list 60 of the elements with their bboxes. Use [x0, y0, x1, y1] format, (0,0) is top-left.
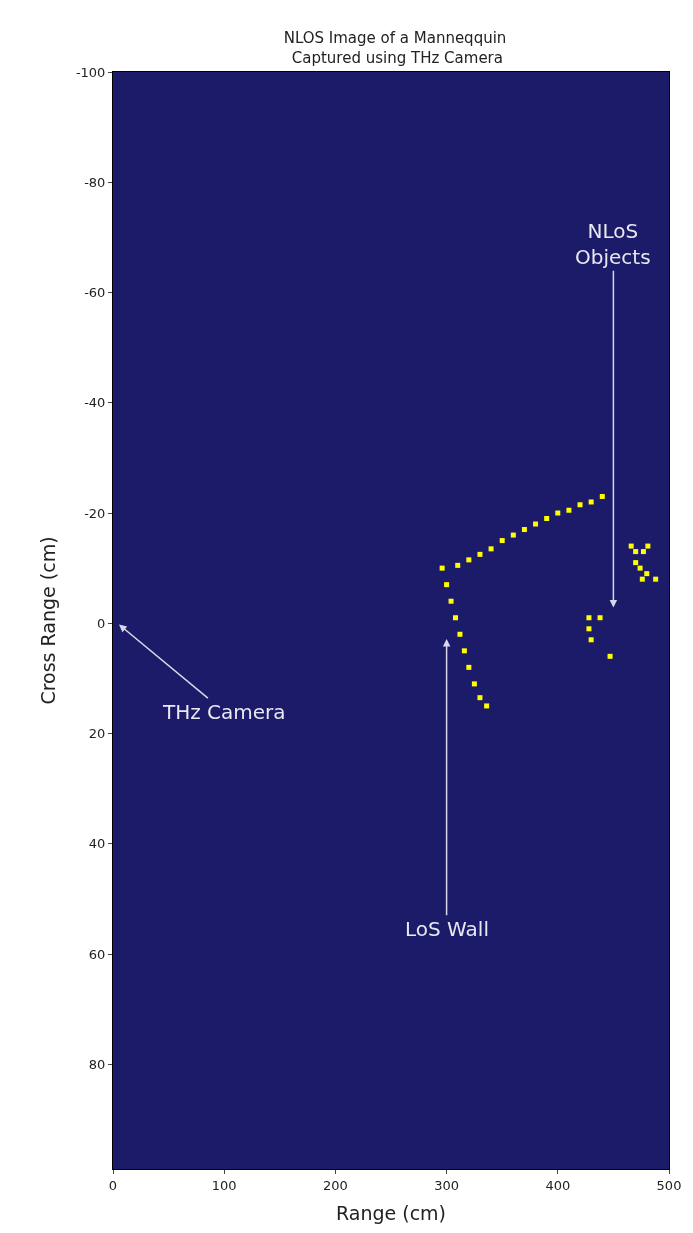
point — [633, 549, 639, 555]
point — [566, 507, 572, 513]
point — [597, 615, 603, 621]
point — [599, 493, 605, 499]
y-axis-title: Cross Range (cm) — [36, 536, 59, 705]
x-tick-label: 300 — [434, 1177, 460, 1193]
point — [477, 551, 483, 557]
point — [499, 538, 505, 544]
point — [640, 549, 646, 555]
point — [607, 653, 613, 659]
point — [653, 576, 659, 582]
point — [521, 527, 527, 533]
x-tick-label: 0 — [108, 1177, 118, 1193]
point — [455, 562, 461, 568]
y-tick-label: 0 — [97, 615, 106, 631]
point — [586, 615, 592, 621]
point — [466, 664, 472, 670]
y-tick-label: -40 — [84, 395, 106, 411]
y-tick-label: -60 — [84, 285, 106, 301]
point — [448, 598, 454, 604]
y-tick-label: -20 — [84, 505, 106, 521]
y-tick-label: -100 — [75, 64, 106, 80]
point — [633, 560, 639, 566]
y-tick-label: 40 — [88, 836, 106, 852]
point — [645, 543, 651, 549]
x-tick-label: 100 — [211, 1177, 237, 1193]
point — [477, 695, 483, 701]
point — [637, 565, 643, 571]
y-tick-label: 60 — [88, 946, 106, 962]
point — [644, 571, 650, 577]
chart-title: NLOS Image of a Manneqquin Captured using THz Camera — [283, 29, 507, 67]
point — [488, 546, 494, 552]
point — [510, 532, 516, 538]
annotation: THz Camera — [162, 700, 286, 724]
point — [544, 516, 550, 522]
x-axis-title: Range (cm) — [335, 1202, 447, 1225]
x-tick-label: 200 — [322, 1177, 348, 1193]
point — [555, 510, 561, 516]
y-tick-label: 80 — [88, 1056, 106, 1072]
annotation: LoS Wall — [405, 917, 489, 941]
point — [439, 565, 445, 571]
point — [588, 637, 594, 643]
point — [466, 557, 472, 563]
point — [628, 543, 634, 549]
y-tick-label: 20 — [88, 726, 106, 742]
point — [461, 648, 467, 654]
point — [639, 576, 645, 582]
annotation: NLoS Objects — [575, 219, 651, 269]
x-tick-label: 400 — [545, 1177, 571, 1193]
x-tick-label: 500 — [656, 1177, 682, 1193]
point — [533, 521, 539, 527]
point — [471, 681, 477, 687]
point — [484, 703, 490, 709]
point — [586, 626, 592, 632]
point — [457, 631, 463, 637]
y-tick-label: -80 — [84, 174, 106, 190]
point — [453, 615, 458, 621]
point — [577, 502, 583, 508]
point — [588, 499, 594, 505]
point — [444, 582, 450, 588]
